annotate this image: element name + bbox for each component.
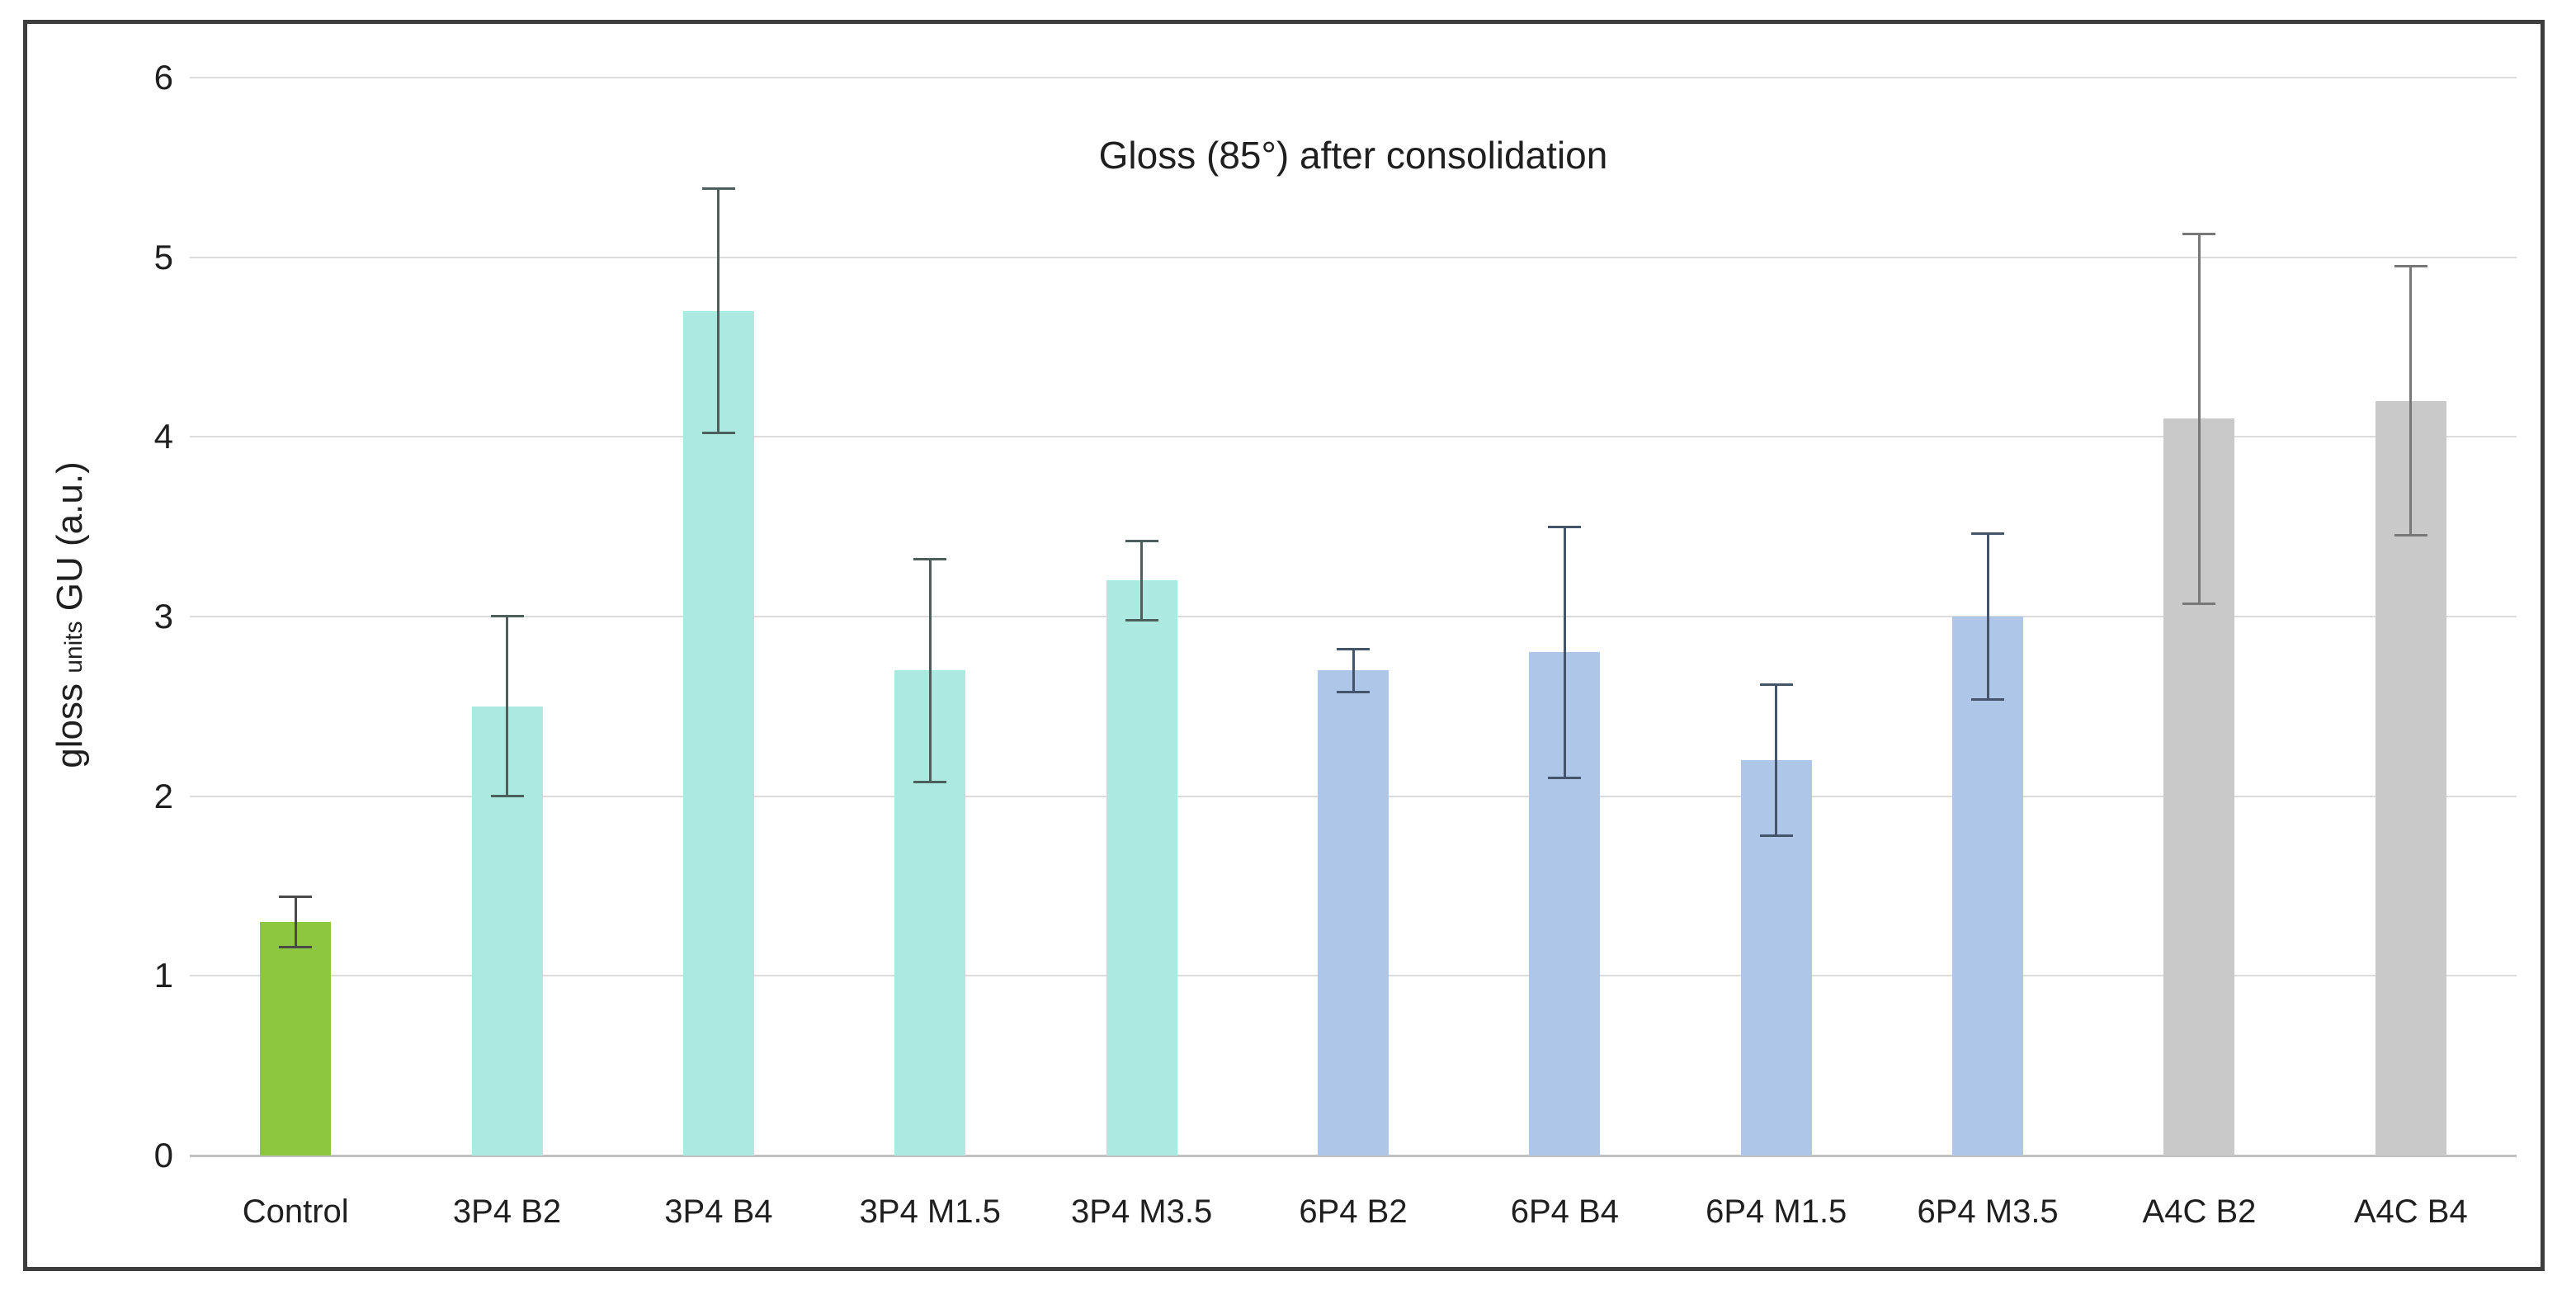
chart-frame xyxy=(23,20,2545,1271)
error-bar-cap xyxy=(1548,525,1582,528)
error-bar-line xyxy=(717,188,720,433)
y-tick-label: 5 xyxy=(153,237,173,276)
x-tick-label-3p4-m1-5: 3P4 M1.5 xyxy=(859,1193,1001,1230)
y-tick-label: 2 xyxy=(153,776,173,815)
bar-3p4-b4 xyxy=(682,310,754,1156)
x-tick-label-3p4-m3-5: 3P4 M3.5 xyxy=(1071,1193,1213,1230)
y-axis-title-suffix: GU (a.u.) xyxy=(50,461,90,622)
error-bar-cap xyxy=(913,557,947,560)
x-tick-label-control: Control xyxy=(242,1193,349,1230)
y-axis-title-prefix: gloss xyxy=(50,673,90,768)
error-bar-cap xyxy=(1125,539,1158,542)
x-axis-baseline xyxy=(190,1155,2517,1157)
y-tick-label: 6 xyxy=(153,57,173,97)
x-tick-label-3p4-b2: 3P4 B2 xyxy=(452,1193,562,1230)
x-tick-label-6p4-m1-5: 6P4 M1.5 xyxy=(1706,1193,1847,1230)
error-bar-cap xyxy=(1337,647,1370,650)
error-bar-cap xyxy=(1337,690,1370,693)
error-bar-line xyxy=(2197,234,2201,604)
error-bar-cap xyxy=(1971,697,2005,701)
error-bar-cap xyxy=(490,615,524,618)
error-bar-line xyxy=(506,616,509,796)
error-bar-cap xyxy=(2182,603,2216,606)
error-bar-line xyxy=(928,559,932,782)
error-bar-line xyxy=(294,896,297,948)
y-tick-label: 1 xyxy=(153,956,173,995)
error-bar-cap xyxy=(1759,683,1793,687)
error-bar-cap xyxy=(279,896,313,898)
error-bar-cap xyxy=(701,187,735,191)
y-tick-label: 3 xyxy=(153,596,173,636)
error-bar-cap xyxy=(1971,532,2005,536)
bar-6p4-m3-5 xyxy=(1952,616,2024,1156)
error-bar-cap xyxy=(279,945,313,948)
error-bar-cap xyxy=(2394,534,2427,537)
x-tick-label-a4c-b4: A4C B4 xyxy=(2353,1193,2468,1230)
error-bar-line xyxy=(2409,266,2413,536)
x-tick-label-6p4-b4: 6P4 B4 xyxy=(1510,1193,1619,1230)
gridline xyxy=(190,256,2517,258)
error-bar-cap xyxy=(913,780,947,783)
gridline xyxy=(190,76,2517,78)
x-tick-label-6p4-m3-5: 6P4 M3.5 xyxy=(1917,1193,2059,1230)
error-bar-cap xyxy=(1759,834,1793,837)
error-bar-cap xyxy=(2182,232,2216,235)
error-bar-line xyxy=(1352,649,1355,692)
error-bar-cap xyxy=(701,432,735,435)
bar-3p4-m3-5 xyxy=(1106,580,1177,1156)
bar-control xyxy=(260,921,332,1156)
x-tick-label-a4c-b2: A4C B2 xyxy=(2142,1193,2257,1230)
y-tick-label: 4 xyxy=(153,417,173,456)
error-bar-cap xyxy=(1125,618,1158,622)
y-axis-title-small-word: units xyxy=(60,621,87,673)
error-bar-cap xyxy=(1548,777,1582,780)
error-bar-cap xyxy=(490,795,524,798)
error-bar-line xyxy=(1775,684,1778,836)
error-bar-line xyxy=(1140,541,1144,621)
x-tick-label-3p4-b4: 3P4 B4 xyxy=(664,1193,773,1230)
gridline xyxy=(190,436,2517,438)
chart-title: Gloss (85°) after consolidation xyxy=(1098,134,1608,177)
x-tick-label-6p4-b2: 6P4 B2 xyxy=(1299,1193,1408,1230)
y-tick-label: 0 xyxy=(153,1136,173,1174)
error-bar-line xyxy=(1986,533,1989,700)
error-bar-cap xyxy=(2394,264,2427,267)
gridline xyxy=(190,615,2517,617)
bar-6p4-b2 xyxy=(1318,670,1389,1156)
error-bar-line xyxy=(1563,527,1566,778)
y-axis-title: gloss units GU (a.u.) xyxy=(45,324,95,906)
